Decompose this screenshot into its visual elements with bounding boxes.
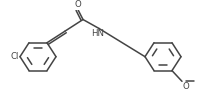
Text: Cl: Cl bbox=[10, 52, 18, 61]
Text: O: O bbox=[182, 82, 189, 91]
Text: O: O bbox=[75, 0, 81, 9]
Text: HN: HN bbox=[92, 29, 105, 38]
